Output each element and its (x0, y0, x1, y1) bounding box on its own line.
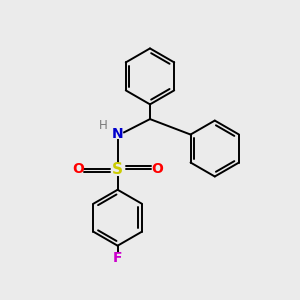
Text: F: F (113, 251, 122, 265)
Text: O: O (72, 162, 84, 176)
Text: S: S (112, 162, 123, 177)
Text: O: O (152, 162, 163, 176)
Text: H: H (98, 119, 107, 132)
Text: N: N (112, 127, 123, 141)
